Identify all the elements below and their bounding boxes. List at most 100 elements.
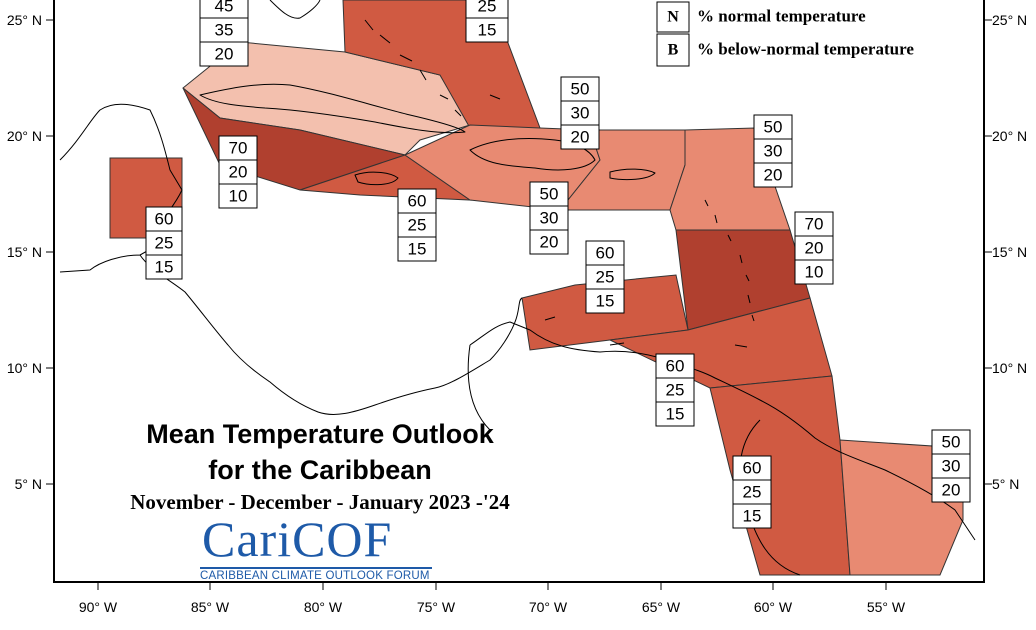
mexico-central-america-coast: [59, 103, 523, 415]
prob-value: 20: [942, 481, 961, 500]
prob-cell: [655, 353, 695, 379]
prob-value: 25: [155, 234, 174, 253]
cuba-coast: [199, 83, 466, 134]
prob-value: 15: [596, 292, 615, 311]
logo-tagline: CARIBBEAN CLIMATE OUTLOOK FORUM: [200, 570, 430, 582]
outlook-period: November - December - January 2023 -'24: [130, 490, 510, 514]
prob-box-turks-caicos: 25 15: [465, 0, 509, 43]
prob-value: 25: [743, 483, 762, 502]
prob-cell: [529, 205, 569, 231]
prob-value: 60: [596, 244, 615, 263]
longitude-axis: 90° W 85° W 80° W 75° W 70° W 65° W 60° …: [79, 599, 906, 615]
prob-value: 50: [540, 185, 559, 204]
prob-value: 10: [229, 187, 248, 206]
prob-cell: [931, 453, 971, 479]
prob-value: 50: [764, 118, 783, 137]
legend-key-box: [656, 1, 690, 33]
prob-cell: [199, 41, 249, 67]
prob-cell: [145, 206, 183, 232]
prob-cell: [560, 76, 600, 102]
lat-label-left: 20° N: [7, 128, 42, 144]
prob-box-french-guiana: 50 30 20: [931, 429, 971, 503]
prob-value: 20: [229, 163, 248, 182]
probability-boxes: 45 35 20 25 15 60 25 15 70 20 10: [145, 0, 971, 529]
prob-cell: [145, 254, 183, 280]
lon-label: 70° W: [529, 599, 568, 615]
lesser-antilles: [544, 199, 755, 348]
prob-value: 60: [666, 357, 685, 376]
prob-value: 50: [942, 433, 961, 452]
prob-cell: [397, 236, 437, 262]
map-frame: [53, 0, 985, 583]
legend-key: B: [668, 42, 679, 59]
lon-label: 75° W: [417, 599, 456, 615]
logo-divider: [200, 567, 432, 569]
latitude-axis-right: 25° N 20° N 15° N 10° N 5° N: [992, 12, 1027, 492]
caricof-logo: CariCOF CARIBBEAN CLIMATE OUTLOOK FORUM: [200, 512, 436, 582]
latitude-axis-left: 25° N 20° N 15° N 10° N 5° N: [7, 12, 42, 492]
prob-value: 35: [215, 21, 234, 40]
prob-value: 45: [215, 0, 234, 16]
prob-value: 30: [764, 142, 783, 161]
prob-value: 10: [805, 263, 824, 282]
map-title-line1: Mean Temperature Outlook: [146, 419, 494, 449]
legend: N % normal temperature B % below-normal …: [656, 1, 914, 67]
prob-cell: [397, 188, 437, 214]
lon-label: 55° W: [867, 599, 906, 615]
prob-cell: [655, 401, 695, 427]
prob-cell: [931, 477, 971, 503]
prob-box-northern-leeward: 50 30 20: [753, 114, 793, 188]
prob-cell: [218, 159, 258, 185]
logo-wordmark: CariCOF: [202, 511, 393, 567]
hispaniola-coast: [469, 138, 596, 171]
prob-cell: [397, 212, 437, 238]
prob-cell: [585, 288, 625, 314]
prob-cell: [218, 183, 258, 209]
prob-value: 20: [764, 166, 783, 185]
prob-cell: [560, 100, 600, 126]
prob-value: 15: [408, 240, 427, 259]
legend-label: % below-normal temperature: [697, 40, 914, 59]
prob-value: 15: [666, 405, 685, 424]
lat-label-right: 5° N: [992, 476, 1019, 492]
map-title-line2: for the Caribbean: [208, 455, 432, 485]
lon-label: 80° W: [304, 599, 343, 615]
prob-cell: [585, 264, 625, 290]
lat-label-right: 20° N: [992, 128, 1027, 144]
prob-cell: [931, 429, 971, 455]
lon-label: 60° W: [754, 599, 793, 615]
lon-label: 85° W: [191, 599, 230, 615]
prob-value: 20: [215, 45, 234, 64]
lat-label-left: 10° N: [7, 360, 42, 376]
prob-box-abc-islands: 60 25 15: [585, 240, 625, 314]
prob-value: 20: [805, 239, 824, 258]
prob-value: 20: [540, 233, 559, 252]
prob-box-trinidad-tobago: 60 25 15: [655, 353, 695, 427]
lat-label-right: 10° N: [992, 360, 1027, 376]
prob-value: 30: [571, 104, 590, 123]
legend-label: % normal temperature: [697, 7, 866, 26]
prob-value: 15: [155, 258, 174, 277]
prob-cell: [145, 230, 183, 256]
prob-value: 30: [540, 209, 559, 228]
lon-label: 90° W: [79, 599, 118, 615]
prob-value: 20: [571, 128, 590, 147]
lat-label-right: 15° N: [992, 244, 1027, 260]
prob-value: 50: [571, 80, 590, 99]
prob-box-cuba: 70 20 10: [218, 135, 258, 209]
prob-cell: [465, 17, 509, 43]
lon-label: 65° W: [642, 599, 681, 615]
lat-label-left: 5° N: [15, 476, 42, 492]
prob-value: 25: [408, 216, 427, 235]
florida-coast: [269, 0, 321, 19]
prob-value: 30: [942, 457, 961, 476]
bahamas-islands: [364, 19, 501, 117]
prob-cell: [732, 455, 772, 481]
prob-value: 70: [229, 139, 248, 158]
prob-value: 15: [743, 507, 762, 526]
prob-cell: [794, 259, 834, 285]
prob-value: 70: [805, 215, 824, 234]
prob-value: 60: [155, 210, 174, 229]
prob-value: 60: [408, 192, 427, 211]
